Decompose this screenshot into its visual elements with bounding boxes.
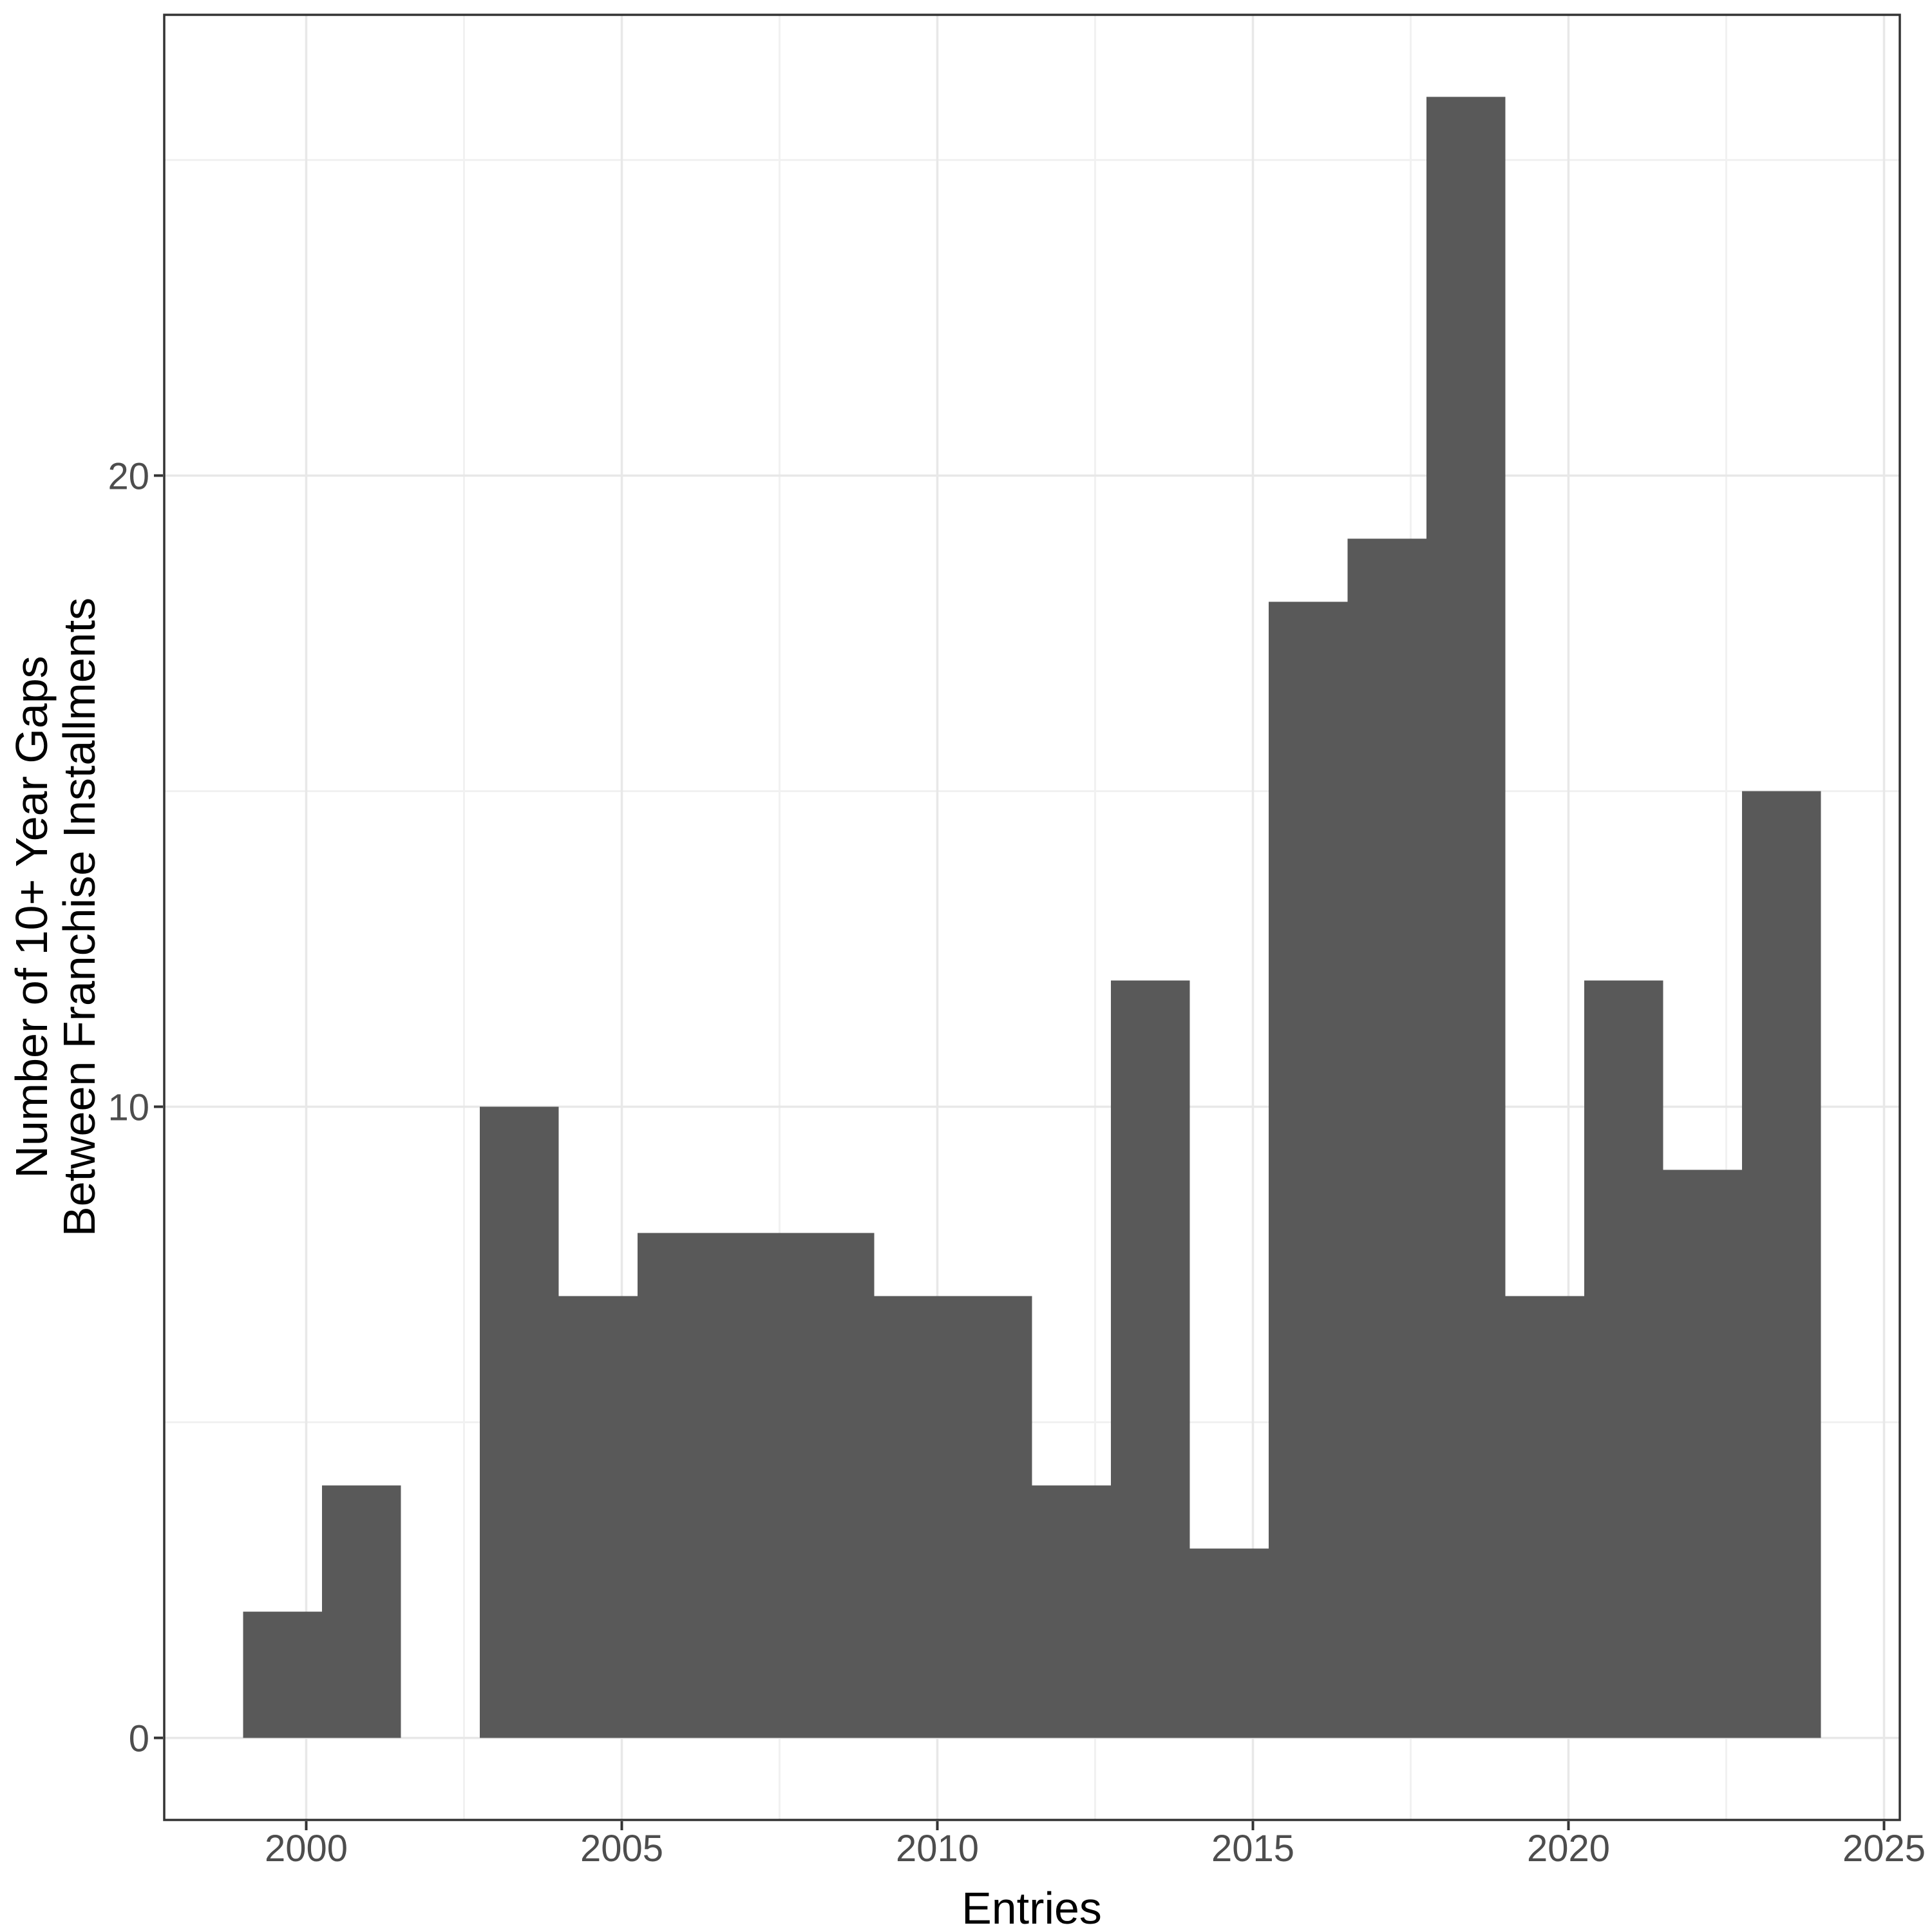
histogram-bar <box>558 1296 638 1738</box>
x-axis-tick-label: 2020 <box>1527 1828 1610 1870</box>
histogram-bar <box>1189 1548 1269 1738</box>
histogram-bar <box>638 1233 717 1738</box>
histogram-bar <box>1505 1296 1584 1738</box>
histogram-bar <box>1347 538 1426 1738</box>
y-axis-tick-label: 0 <box>129 1718 149 1760</box>
histogram-bar <box>1584 980 1663 1738</box>
x-axis-tick-label: 2025 <box>1842 1828 1926 1870</box>
panel-border <box>163 14 1901 1821</box>
x-axis-tick-label: 2000 <box>265 1828 348 1870</box>
histogram-bar <box>480 1106 559 1738</box>
y-axis-title-line1: Number of 10+ Year Gaps <box>6 656 57 1178</box>
histogram-bar <box>1269 601 1348 1738</box>
histogram-bar <box>322 1485 401 1738</box>
histogram-bar <box>874 1296 953 1738</box>
histogram-bar <box>1426 97 1506 1738</box>
histogram-bar <box>795 1233 875 1738</box>
y-axis-tick-label: 10 <box>108 1087 149 1129</box>
y-axis-tick-label: 20 <box>108 455 149 497</box>
x-axis-title: Entries <box>961 1883 1102 1932</box>
y-axis-title-line2: Between Franchise Installments <box>54 598 104 1236</box>
histogram-bar <box>1032 1485 1111 1738</box>
histogram-bar <box>243 1611 322 1738</box>
x-axis-tick-label: 2010 <box>896 1828 979 1870</box>
histogram-bar <box>953 1296 1032 1738</box>
axis-tick-marks <box>154 474 1886 1830</box>
y-axis-tick-labels: 0 10 20 <box>108 455 149 1759</box>
x-axis-tick-labels: 2000 2005 2010 2015 2020 2025 <box>265 1828 1926 1870</box>
histogram-bar <box>1742 791 1821 1738</box>
histogram-bar <box>1111 980 1190 1738</box>
histogram-bar <box>1663 1170 1742 1738</box>
histogram-bar <box>716 1233 795 1738</box>
histogram-bars <box>243 97 1821 1738</box>
x-axis-tick-label: 2005 <box>580 1828 663 1870</box>
x-axis-tick-label: 2015 <box>1211 1828 1294 1870</box>
